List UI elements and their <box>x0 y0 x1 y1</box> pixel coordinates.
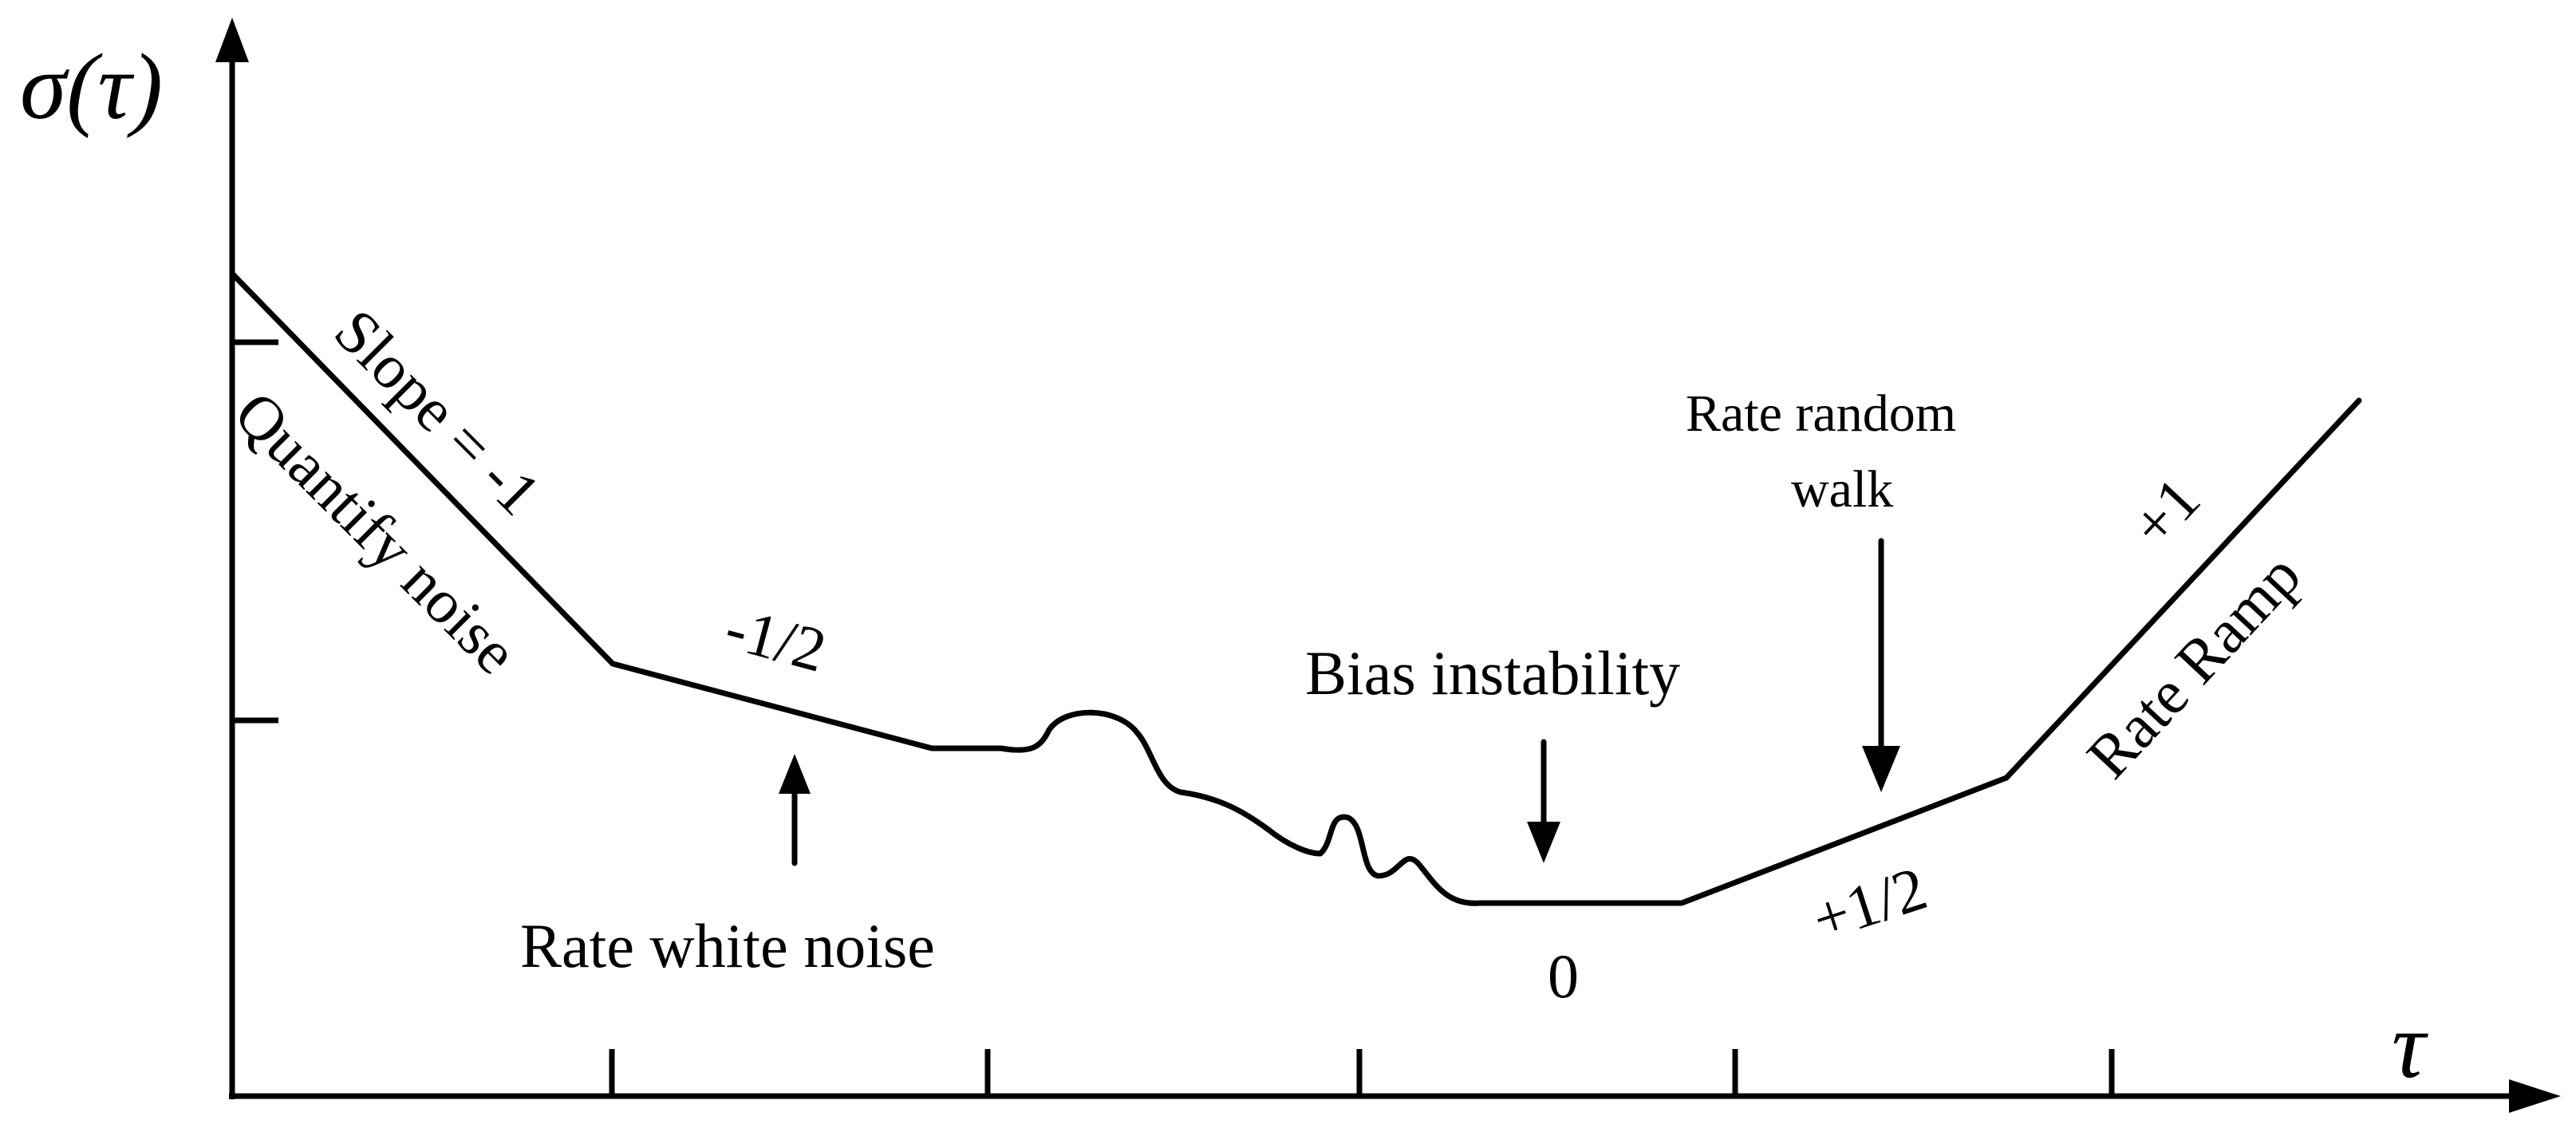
y-ticks <box>232 339 278 724</box>
rate-ramp-slope-label: +1 <box>2117 464 2213 560</box>
rate-random-walk-arrow <box>1862 538 1900 792</box>
allan-deviation-curve <box>229 270 2362 906</box>
bias-slope-label: 0 <box>1548 941 1579 1011</box>
bias-instability-arrow <box>1527 739 1560 863</box>
bias-instability-label: Bias instability <box>1305 638 1680 708</box>
rate-white-noise-label: Rate white noise <box>520 911 935 980</box>
y-axis-symbol: σ(τ) <box>20 34 163 139</box>
rate-random-walk-label-line1: Rate random <box>1686 385 1956 443</box>
y-axis-arrowhead <box>215 18 249 62</box>
x-axis-symbol: τ <box>2392 993 2428 1098</box>
rate-random-walk-slope-label: +1/2 <box>1804 853 1935 954</box>
rate-white-slope-label: -1/2 <box>719 592 834 685</box>
x-axis-arrowhead <box>2509 1079 2561 1113</box>
rate-white-noise-arrow <box>779 754 811 866</box>
x-ticks <box>609 1049 2115 1096</box>
rate-random-walk-label-line2: walk <box>1791 460 1893 519</box>
